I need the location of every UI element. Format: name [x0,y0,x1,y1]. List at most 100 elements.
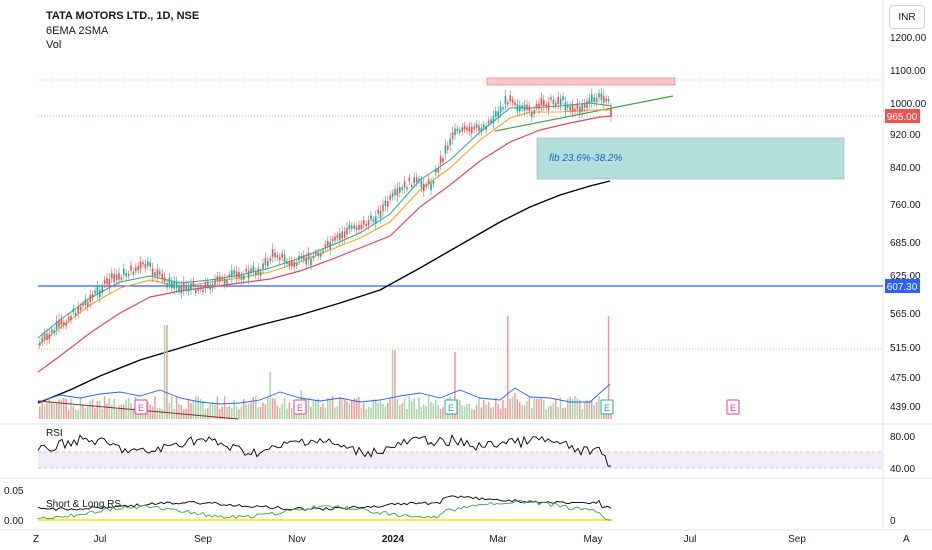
candle-body [185,284,187,290]
volume-bar [120,404,123,419]
volume-bar [607,316,610,419]
resistance-zone[interactable] [486,77,676,86]
candle-body [291,260,293,266]
timezone-icon[interactable]: Z [33,534,39,545]
candle-body [226,279,228,284]
candle-body [519,105,521,112]
candle-body [216,276,219,282]
candle-body [418,178,420,182]
volume-bar [521,404,523,419]
earnings-marker[interactable]: E [134,399,148,415]
volume-bar [207,407,209,419]
candle-body [99,290,101,298]
time-label: Mar [489,534,507,545]
candle-body [459,130,461,133]
candle-body [576,103,579,110]
rsi-tick-40: 40.00 [890,464,915,475]
volume-bar [348,403,351,419]
earnings-marker[interactable]: E [726,399,740,415]
volume-bar [334,407,336,419]
candle-body [379,210,382,219]
earnings-marker[interactable]: E [444,399,458,415]
trend-line[interactable] [494,95,674,132]
candle-body [351,226,353,229]
volume-bar [454,352,456,419]
candle-body [195,289,197,293]
volume-bar [123,404,125,419]
candle-body [276,255,279,258]
volume-bar [163,325,166,419]
currency-button[interactable]: INR [889,5,925,29]
candle-body [199,287,202,290]
volume-bar [264,404,267,419]
candle-body [411,185,413,188]
volume-bar [192,400,195,419]
candle-body [461,127,463,132]
volume-bar [39,406,41,419]
fib-label: fib 23.6%-38.2% [549,153,622,164]
volume-bar [492,406,495,419]
price-tick: 685.00 [890,238,921,249]
volume-bar [439,408,442,419]
last-price-badge [885,109,920,123]
volume-bar [156,408,159,419]
symbol-title[interactable]: TATA MOTORS LTD., 1D, NSE [46,10,200,22]
candle-body [51,329,53,333]
candle-body [53,329,55,334]
candle-body [180,286,183,294]
volume-bar [415,408,418,419]
volume-bar [538,398,540,419]
volume-bar [257,407,259,419]
time-label: Jul [684,534,697,545]
candle-body [406,187,408,190]
candle-body [514,102,516,106]
volume-bar [564,407,567,419]
volume-bar [77,409,79,419]
candle-body [511,99,514,103]
candle-body [435,168,437,173]
candle-body [365,224,367,227]
candle-body [250,268,252,273]
candle-body [233,270,235,275]
volume-bar [370,407,372,419]
candle-body [396,188,399,196]
candle-body [535,103,538,108]
candle-body [581,104,583,112]
candle-body [531,112,533,118]
volume-bar [89,400,91,419]
volume-bar [574,396,576,419]
volume-bar [463,406,466,419]
time-label: Nov [288,534,306,545]
volume-bar [511,396,514,419]
fib-zone[interactable] [536,137,845,180]
volume-bar [46,402,48,419]
candle-body [408,177,411,182]
indicator-legend[interactable]: 6EMA 2SMA [46,25,109,37]
candle-body [63,322,65,326]
volume-bar [199,398,202,419]
candle-body [235,271,238,278]
auto-scale-icon[interactable]: A [903,534,910,545]
volume-legend[interactable]: Vol [46,39,62,51]
earnings-marker[interactable]: E [293,399,307,415]
volume-bar [384,406,387,419]
svg-text:E: E [448,403,454,413]
price-tick: 475.00 [890,373,921,384]
earnings-marker[interactable]: E [600,399,614,415]
candle-body [39,342,41,346]
volume-bar [531,408,533,419]
svg-text:E: E [297,403,303,413]
candle-body [497,111,499,118]
volume-bar [103,396,106,419]
candle-body [480,127,483,132]
volume-bar [113,398,115,419]
candle-body [502,107,504,110]
volume-bar [365,409,367,419]
candle-body [125,272,127,277]
volume-bar [339,396,341,419]
candle-body [523,104,526,111]
volume-bar [87,406,89,419]
volume-bar [195,396,197,419]
volume-bar [151,406,154,419]
